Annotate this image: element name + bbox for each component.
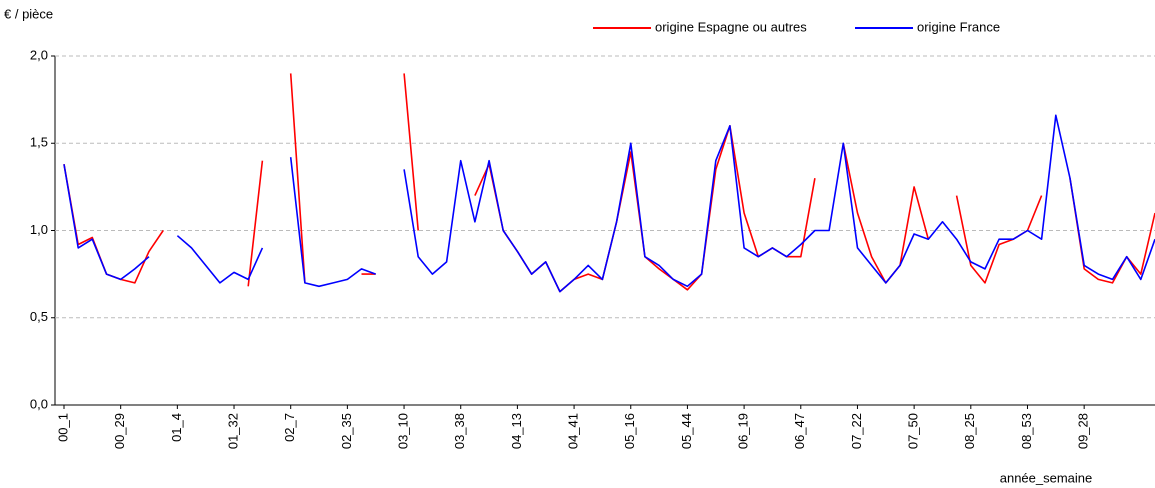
x-tick-label: 04_13 <box>509 413 524 449</box>
y-tick-label: 0,5 <box>30 309 48 324</box>
x-tick-label: 06_47 <box>792 413 807 449</box>
series-line <box>63 114 1155 293</box>
x-tick-label: 00_29 <box>112 413 127 449</box>
x-tick-label: 02_7 <box>282 413 297 442</box>
x-tick-label: 05_44 <box>679 413 694 449</box>
legend-label: origine France <box>917 19 1000 34</box>
x-tick-label: 08_25 <box>962 413 977 449</box>
x-tick-label: 07_50 <box>906 413 921 449</box>
x-tick-label: 06_19 <box>736 413 751 449</box>
x-tick-label: 08_53 <box>1019 413 1034 449</box>
x-tick-label: 01_4 <box>169 413 184 442</box>
x-tick-label: 03_38 <box>452 413 467 449</box>
legend-label: origine Espagne ou autres <box>655 19 807 34</box>
x-tick-label: 07_22 <box>849 413 864 449</box>
series-line <box>63 73 1155 293</box>
x-tick-label: 00_1 <box>55 413 70 442</box>
y-axis-title: € / pièce <box>4 6 53 21</box>
x-tick-label: 04_41 <box>566 413 581 449</box>
x-tick-label: 01_32 <box>225 413 240 449</box>
x-tick-label: 09_28 <box>1076 413 1091 449</box>
y-tick-label: 0,0 <box>30 396 48 411</box>
y-tick-label: 2,0 <box>30 47 48 62</box>
x-tick-label: 03_10 <box>395 413 410 449</box>
y-tick-label: 1,0 <box>30 222 48 237</box>
x-tick-label: 05_16 <box>622 413 637 449</box>
x-tick-label: 02_35 <box>339 413 354 449</box>
x-axis-title: année_semaine <box>1000 470 1093 485</box>
y-tick-label: 1,5 <box>30 135 48 150</box>
